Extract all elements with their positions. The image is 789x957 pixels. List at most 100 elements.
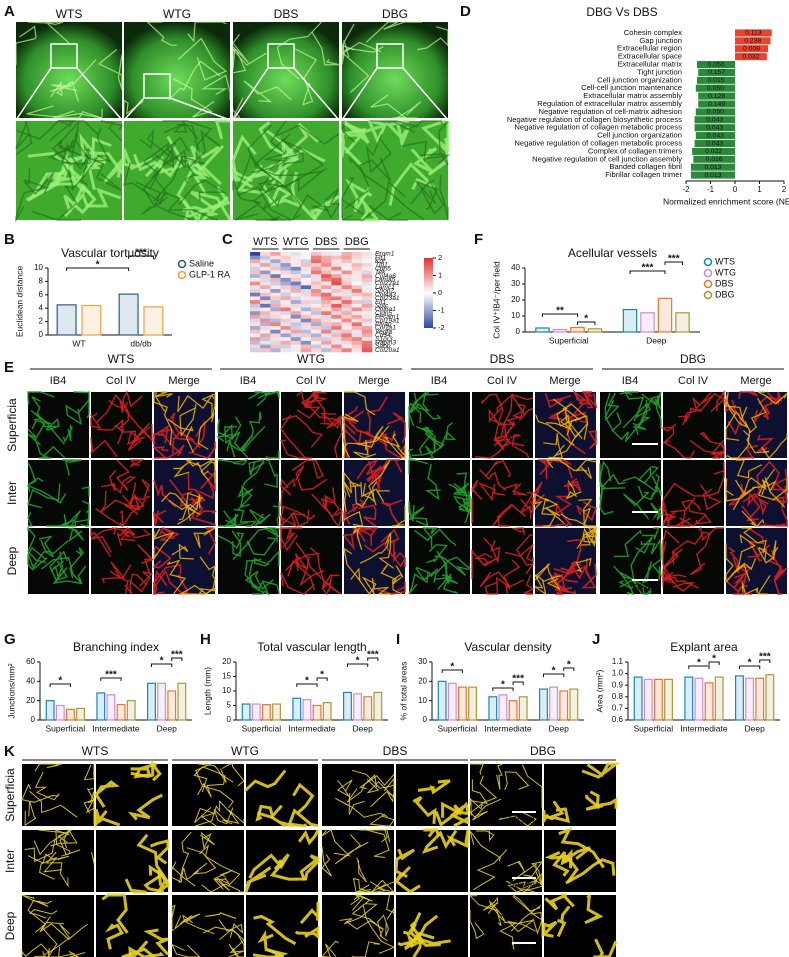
vessel xyxy=(384,459,403,473)
vessel xyxy=(341,180,407,221)
vessel xyxy=(415,425,434,455)
vessel xyxy=(122,162,168,202)
vessel xyxy=(155,142,180,169)
fundus-image xyxy=(233,22,339,118)
row-label: Prom1 xyxy=(375,251,395,258)
heatmap-cell xyxy=(351,270,363,275)
vessel xyxy=(470,763,484,775)
heatmap-cell xyxy=(331,300,342,305)
vessel xyxy=(341,41,382,65)
vessel xyxy=(344,391,376,416)
vessel xyxy=(152,528,174,541)
heatmap-cell xyxy=(321,318,332,323)
category-label: Extracellular space xyxy=(618,52,682,61)
heatmap-cell xyxy=(280,337,291,342)
heatmap-cell xyxy=(311,314,322,319)
heatmap-cell xyxy=(361,314,373,319)
vessel xyxy=(341,23,355,58)
bar xyxy=(518,696,528,721)
heatmap-cell xyxy=(270,311,281,316)
heatmap-cell xyxy=(270,326,281,331)
heatmap-cell xyxy=(341,348,352,353)
heatmap-cell xyxy=(321,259,332,264)
vessel xyxy=(91,851,95,865)
vessel xyxy=(153,392,173,446)
vessel xyxy=(326,415,343,459)
heatmap-cell xyxy=(311,255,322,260)
vessel xyxy=(291,194,330,221)
x-tick-label: -1 xyxy=(707,185,715,194)
vessel xyxy=(400,140,451,164)
vessel xyxy=(153,569,168,595)
heatmap-cell xyxy=(341,333,352,338)
vessel xyxy=(194,806,217,827)
x-tick-label: Intermediate xyxy=(288,723,336,733)
significance-bracket xyxy=(577,321,596,325)
heatmap-cell xyxy=(260,255,271,260)
heatmap-cell xyxy=(260,270,271,275)
heatmap-cell xyxy=(300,326,312,331)
vessel xyxy=(186,847,217,875)
y-tick-label: 40 xyxy=(511,263,520,272)
legend-marker xyxy=(177,270,187,280)
vessel xyxy=(15,179,50,223)
vessel xyxy=(357,192,381,222)
vessel xyxy=(177,393,215,413)
vessel xyxy=(479,571,524,588)
vessel xyxy=(344,157,392,210)
x-tick-label: Superficial xyxy=(437,723,477,733)
row-label: Deep xyxy=(3,911,17,940)
y-tick-label: 10 xyxy=(222,686,231,695)
vessel xyxy=(87,799,95,825)
vessel xyxy=(424,426,442,453)
vessel xyxy=(468,895,502,927)
x-tick-label: db/db xyxy=(130,338,152,348)
vessel xyxy=(511,527,525,536)
vessel xyxy=(265,450,280,459)
group-label: DBG xyxy=(382,7,408,21)
vessel xyxy=(21,943,51,957)
heatmap-cell xyxy=(280,344,291,349)
bar xyxy=(488,696,498,721)
significance-bracket xyxy=(563,667,575,671)
vessel xyxy=(256,391,280,407)
significance-bracket xyxy=(150,663,173,667)
significance-bracket xyxy=(441,669,463,673)
heatmap-cell xyxy=(351,329,363,334)
bar xyxy=(322,701,332,721)
heatmap-cell xyxy=(321,296,332,301)
vessel xyxy=(128,571,154,593)
panel-label: B xyxy=(4,231,15,248)
vessel xyxy=(522,764,543,808)
heatmap-cell xyxy=(351,292,363,297)
vessel xyxy=(747,544,763,562)
bar xyxy=(735,53,767,61)
row-label: Col19a1 xyxy=(375,317,400,324)
vessel xyxy=(179,403,197,437)
heatmap-cell xyxy=(331,274,342,279)
heatmap-cell xyxy=(331,296,342,301)
heatmap-cell xyxy=(270,344,281,349)
vessel xyxy=(205,912,237,919)
heatmap-cell xyxy=(341,289,352,294)
heatmap-cell xyxy=(300,311,312,316)
vessel xyxy=(136,543,154,574)
bar xyxy=(535,327,550,333)
vessel xyxy=(413,390,431,412)
heatmap-cell xyxy=(290,340,302,345)
vessel xyxy=(534,493,549,510)
heatmap-cell xyxy=(331,340,342,345)
significance-bracket xyxy=(49,683,71,687)
bar-label: 0.050 xyxy=(707,85,724,92)
vessel xyxy=(761,433,788,459)
category-label: Negative regulation of cell junction ass… xyxy=(532,154,682,163)
vessel xyxy=(662,482,718,500)
vessel xyxy=(611,426,639,443)
vessel xyxy=(556,905,571,938)
panel-label: D xyxy=(460,3,471,20)
vessel xyxy=(292,782,315,814)
heatmap-cell xyxy=(351,326,363,331)
vessel xyxy=(120,527,136,538)
heatmap-cell xyxy=(300,296,312,301)
vessel xyxy=(232,527,280,560)
